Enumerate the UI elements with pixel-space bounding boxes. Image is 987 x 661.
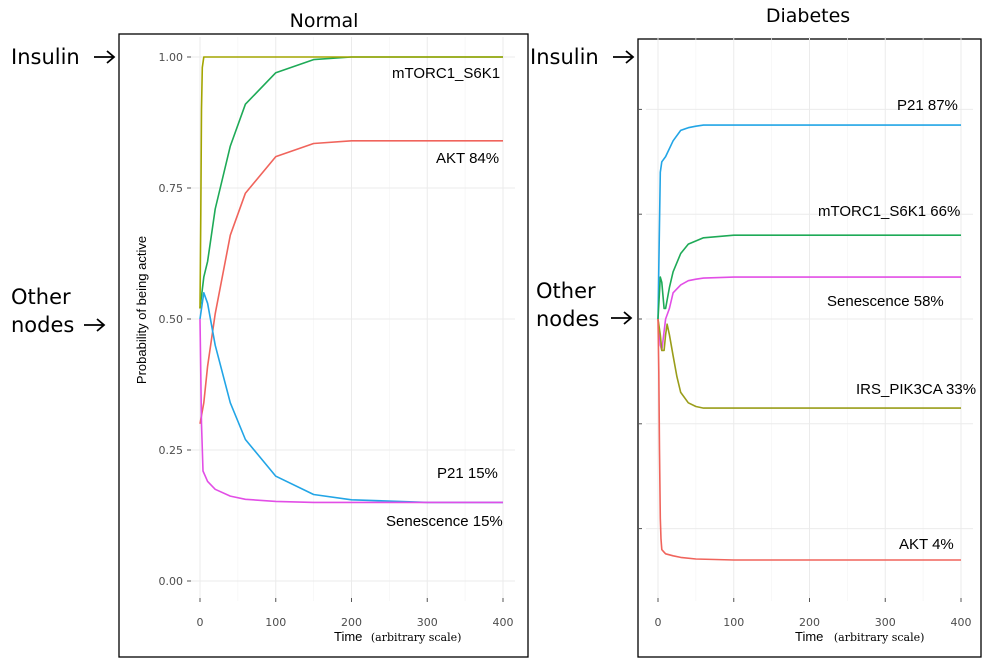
normal-insulin-label: Insulin [11, 45, 80, 69]
diabetes-label-p21: P21 87% [897, 97, 958, 114]
normal-grid [188, 37, 515, 601]
normal-x-axis-title: Time (arbitrary scale) [334, 628, 461, 645]
diabetes-x-tick-label: 100 [723, 616, 744, 629]
normal-y-tick-label: 0.25 [159, 444, 184, 457]
normal-label-p21: P21 15% [437, 465, 498, 482]
diabetes-series-p21-87 [657, 124, 961, 320]
diabetes-insulin-label: Insulin [530, 45, 599, 69]
normal-x-tick-label: 100 [265, 616, 286, 629]
diabetes-x-axis-title-unit: (arbitrary scale) [834, 631, 925, 644]
diabetes-x-axis-title-main: Time [795, 629, 823, 644]
normal-axis-ticks: 0 100 200 300 400 0.00 0.25 0.50 0.75 1.00 [159, 51, 514, 629]
normal-x-tick-label: 300 [417, 616, 438, 629]
diabetes-other-label-line1: Other [536, 279, 596, 303]
normal-x-tick-label: 400 [493, 616, 514, 629]
diabetes-series-lines [657, 124, 961, 561]
normal-series-baseline [199, 56, 503, 309]
normal-label-akt: AKT 84% [436, 150, 499, 167]
diabetes-x-tick-label: 400 [951, 616, 972, 629]
normal-series-akt-84 [199, 140, 503, 424]
diabetes-x-tick-label: 0 [655, 616, 662, 629]
normal-other-label-line1: Other [11, 285, 71, 309]
normal-x-axis-title-unit: (arbitrary scale) [371, 631, 462, 644]
diabetes-x-tick-label: 300 [875, 616, 896, 629]
normal-y-tick-label: 0.75 [159, 182, 184, 195]
diabetes-label-senescence: Senescence 58% [827, 293, 944, 310]
diabetes-series-irs-pik3ca-33 [657, 318, 961, 409]
diabetes-other-arrow [611, 311, 633, 325]
diabetes-axis-ticks: 0 100 200 300 400 [638, 108, 972, 629]
normal-x-tick-label: 0 [197, 616, 204, 629]
normal-y-tick-label: 0.50 [159, 313, 184, 326]
normal-label-mtorc1: mTORC1_S6K1 [392, 65, 500, 82]
diabetes-other-label-line2: nodes [536, 307, 599, 331]
normal-other-label-line2: nodes [11, 313, 74, 337]
normal-series-senescence-15 [199, 318, 503, 504]
normal-y-axis-title: Probability of being active [134, 236, 149, 384]
diabetes-label-mtorc1: mTORC1_S6K1 66% [818, 203, 960, 220]
diabetes-label-irs-pik3ca: IRS_PIK3CA 33% [856, 381, 976, 398]
normal-panel-frame [118, 33, 529, 658]
diabetes-series-senescence-58 [657, 276, 961, 352]
diabetes-panel-title: Diabetes [766, 5, 850, 27]
normal-x-axis-title-main: Time [334, 629, 362, 644]
diabetes-series-mtorc1-s6k1-66 [657, 234, 961, 320]
normal-other-arrow [84, 318, 106, 332]
normal-insulin-arrow [94, 50, 116, 64]
diabetes-x-axis-title: Time (arbitrary scale) [795, 628, 924, 645]
diabetes-label-akt: AKT 4% [899, 536, 954, 553]
normal-label-senescence: Senescence 15% [386, 513, 503, 530]
diabetes-grid [646, 37, 973, 601]
normal-series-p21-15 [199, 292, 503, 504]
diabetes-x-tick-label: 200 [799, 616, 820, 629]
diabetes-series-akt-4 [657, 318, 961, 561]
normal-panel-title: Normal [290, 10, 359, 32]
normal-series-lines [199, 56, 503, 504]
normal-y-tick-label: 0.00 [159, 575, 184, 588]
normal-y-tick-label: 1.00 [159, 51, 184, 64]
normal-x-tick-label: 200 [341, 616, 362, 629]
diabetes-insulin-arrow [613, 50, 635, 64]
